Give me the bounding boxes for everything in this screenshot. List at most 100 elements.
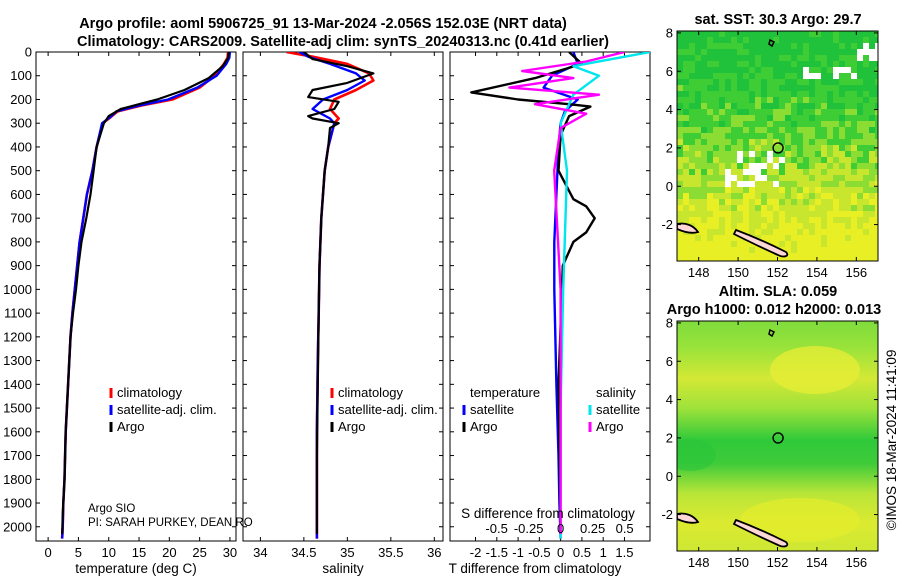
sst-cell xyxy=(803,235,810,242)
sst-cell xyxy=(743,151,750,158)
sst-cell xyxy=(785,73,792,80)
sst-cell xyxy=(827,241,834,248)
salinity-panel-xlabel: salinity xyxy=(322,561,364,576)
sst-cell xyxy=(755,91,762,98)
sst-cell xyxy=(857,97,864,104)
sst-cell xyxy=(713,55,720,62)
sst-cell xyxy=(803,133,810,140)
sst-cell xyxy=(713,85,720,92)
sst-cell xyxy=(875,217,878,224)
sst-cell xyxy=(827,169,834,176)
sst-cell xyxy=(707,205,714,212)
sst-cell xyxy=(875,163,878,170)
sst-cell xyxy=(743,199,750,206)
sst-map-cells xyxy=(677,31,878,261)
depth-tick-label: 1800 xyxy=(3,472,32,487)
sst-cell xyxy=(779,109,786,116)
sst-cell xyxy=(713,139,720,146)
temperature-panel-xtick-label: 15 xyxy=(132,545,146,560)
sst-cell xyxy=(755,121,762,128)
sla-map: Altim. SLA: 0.059 Argo h1000: 0.012 h200… xyxy=(661,284,881,570)
sst-cell xyxy=(827,175,834,182)
sst-cell xyxy=(851,217,858,224)
sst-cell xyxy=(875,43,878,50)
sst-cell xyxy=(737,109,744,116)
sst-cell xyxy=(677,241,684,248)
sst-cell xyxy=(773,145,780,152)
sst-cell xyxy=(839,67,846,74)
figure-title-line1: Argo profile: aoml 5906725_91 13-Mar-202… xyxy=(79,16,567,32)
sst-cell xyxy=(827,91,834,98)
map-ytick-label: 8 xyxy=(666,315,673,330)
sst-cell xyxy=(875,187,878,194)
sst-cell xyxy=(701,115,708,122)
sst-cell xyxy=(833,247,840,254)
sst-cell xyxy=(743,139,750,146)
sst-cell xyxy=(797,43,804,50)
sst-cell xyxy=(737,175,744,182)
sst-cell xyxy=(707,85,714,92)
sst-cell xyxy=(863,163,870,170)
sst-cell xyxy=(845,139,852,146)
figure-title-line2: Climatology: CARS2009. Satellite-adj cli… xyxy=(77,34,609,50)
sst-cell xyxy=(761,115,768,122)
sst-cell xyxy=(677,253,684,260)
sst-cell xyxy=(719,157,726,164)
sst-cell xyxy=(851,127,858,134)
sst-cell xyxy=(683,199,690,206)
legend-temp-label: satellite xyxy=(470,402,514,417)
sla-map-axes: 148 150 152 154 156 -2 0 2 4 6 8 xyxy=(661,315,878,570)
sst-cell xyxy=(845,193,852,200)
sst-cell xyxy=(689,55,696,62)
sst-cell xyxy=(731,175,738,182)
sst-cell xyxy=(701,241,708,248)
sst-cell xyxy=(791,73,798,80)
sst-cell xyxy=(875,115,878,122)
sst-cell xyxy=(707,169,714,176)
difference-panel-xlabel: T difference from climatology xyxy=(449,561,622,576)
sst-cell xyxy=(869,109,876,116)
sst-cell xyxy=(773,43,780,50)
sst-cell xyxy=(779,43,786,50)
sst-cell xyxy=(755,73,762,80)
sst-cell xyxy=(707,79,714,86)
sst-cell xyxy=(689,139,696,146)
sst-cell xyxy=(815,157,822,164)
sst-cell xyxy=(731,151,738,158)
sst-cell xyxy=(731,103,738,110)
sst-cell xyxy=(701,85,708,92)
sst-cell xyxy=(809,247,816,254)
sst-cell xyxy=(875,193,878,200)
sst-cell xyxy=(785,61,792,68)
sst-cell xyxy=(785,151,792,158)
sst-cell xyxy=(803,259,810,261)
sst-cell xyxy=(707,151,714,158)
map-ytick-label: 6 xyxy=(666,354,673,369)
sst-cell xyxy=(821,145,828,152)
sst-cell xyxy=(803,217,810,224)
sst-cell xyxy=(731,31,738,38)
sst-cell xyxy=(719,133,726,140)
map-xtick-label: 156 xyxy=(845,265,867,280)
sst-cell xyxy=(815,97,822,104)
sst-cell xyxy=(869,79,876,86)
sst-cell xyxy=(791,61,798,68)
map-xtick-label: 150 xyxy=(727,555,749,570)
coast-islet xyxy=(768,38,776,48)
sst-cell xyxy=(827,229,834,236)
difference-panel-xtick-label: -2 xyxy=(470,545,482,560)
sst-cell xyxy=(803,31,810,38)
sst-cell xyxy=(851,241,858,248)
sst-cell xyxy=(815,85,822,92)
sst-cell xyxy=(809,217,816,224)
sst-cell xyxy=(713,229,720,236)
sst-cell xyxy=(743,169,750,176)
sst-cell xyxy=(791,241,798,248)
sst-cell xyxy=(845,163,852,170)
depth-tick-label: 900 xyxy=(10,258,32,273)
sst-cell xyxy=(815,67,822,74)
sst-cell xyxy=(821,223,828,230)
sst-cell xyxy=(803,73,810,80)
sst-map: sat. SST: 30.3 Argo: 29.7 148 150 152 154 15… xyxy=(661,12,879,280)
sst-cell xyxy=(785,187,792,194)
